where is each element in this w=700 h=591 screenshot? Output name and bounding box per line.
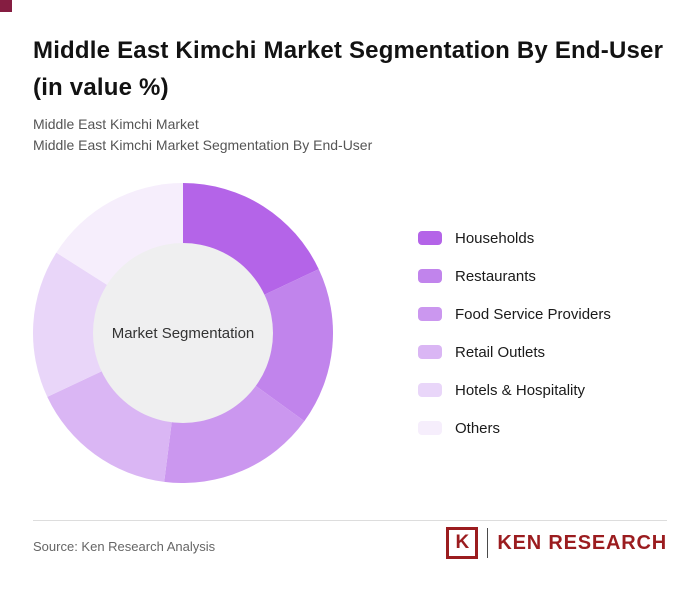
ken-research-logo-mark: K	[446, 527, 479, 559]
legend-swatch	[418, 307, 442, 321]
logo-mark-letter: K	[455, 532, 470, 553]
legend-swatch	[418, 383, 442, 397]
legend-label: Restaurants	[455, 267, 536, 285]
legend-item-retail-outlets: Retail Outlets	[418, 340, 611, 364]
legend-label: Retail Outlets	[455, 343, 546, 361]
logo-separator	[487, 528, 489, 558]
legend-label: Households	[455, 229, 535, 247]
source-text: Source: Ken Research Analysis	[33, 539, 216, 554]
page-title: Middle East Kimchi Market Segmentation B…	[33, 37, 664, 101]
subtitle-segmentation: Middle East Kimchi Market Segmentation B…	[33, 137, 373, 153]
legend-swatch	[418, 269, 442, 283]
subtitle-block: Middle East Kimchi Market Middle East Ki…	[33, 114, 372, 156]
legend-swatch	[418, 345, 442, 359]
legend-item-households: Households	[418, 226, 611, 250]
legend-item-others: Others	[418, 416, 611, 440]
donut-svg	[33, 183, 333, 483]
legend-label: Hotels & Hospitality	[455, 381, 586, 399]
legend-item-hotels-hospitality: Hotels & Hospitality	[418, 378, 611, 402]
legend-item-food-service-providers: Food Service Providers	[418, 302, 611, 326]
legend-label: Others	[455, 419, 501, 437]
donut-chart: Market Segmentation	[33, 183, 333, 483]
ken-research-logo-text: KEN RESEARCH	[497, 531, 667, 554]
subtitle-market: Middle East Kimchi Market	[33, 116, 199, 132]
corner-marker	[0, 0, 12, 12]
footer-divider	[33, 520, 667, 521]
legend-swatch	[418, 231, 442, 245]
ken-research-logo: K KEN RESEARCH	[446, 527, 667, 559]
legend-swatch	[418, 421, 442, 435]
legend-item-restaurants: Restaurants	[418, 264, 611, 288]
legend: Households Restaurants Food Service Prov…	[418, 226, 611, 454]
legend-label: Food Service Providers	[455, 305, 611, 323]
donut-center-circle	[93, 243, 273, 423]
